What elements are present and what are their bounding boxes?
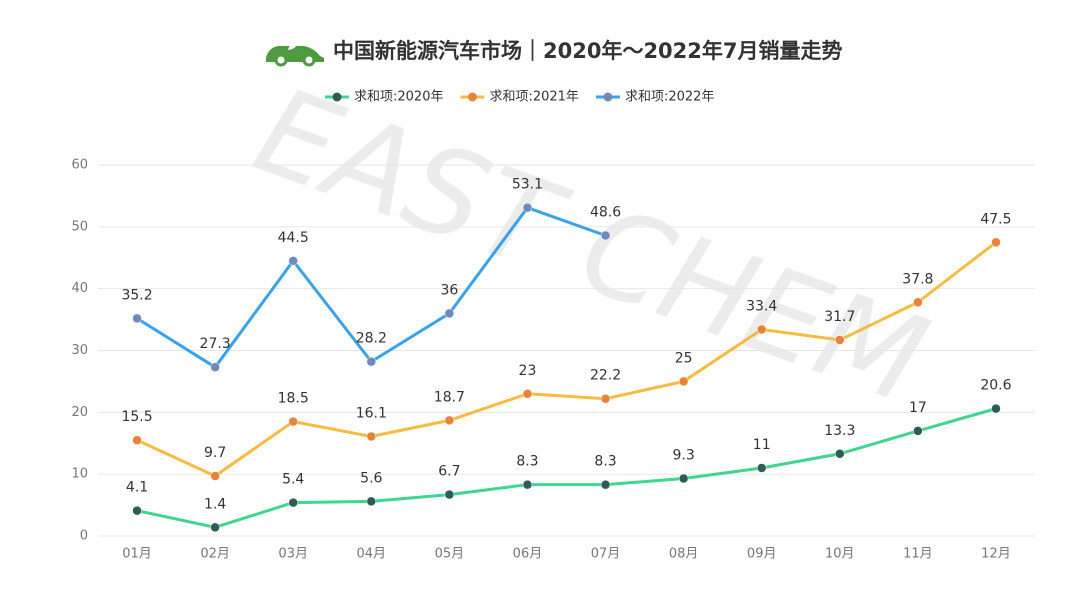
point xyxy=(288,497,298,508)
x-tick-label: 11月 xyxy=(903,547,933,562)
y-tick-label: 60 xyxy=(71,158,88,173)
data-label: 31.7 xyxy=(824,309,855,325)
data-label: 48.6 xyxy=(590,204,621,220)
data-label: 11 xyxy=(753,437,771,453)
data-label: 27.3 xyxy=(200,336,231,352)
data-label: 9.7 xyxy=(204,445,226,461)
point xyxy=(210,362,220,372)
point xyxy=(678,473,689,484)
legend-marker xyxy=(603,92,613,102)
point xyxy=(991,403,1001,414)
data-label: 53.1 xyxy=(512,177,543,193)
point xyxy=(522,479,533,490)
point xyxy=(600,393,611,404)
series-line xyxy=(136,407,997,529)
data-label: 20.6 xyxy=(980,378,1011,394)
data-label: 17 xyxy=(909,400,927,416)
logo xyxy=(266,41,324,67)
point xyxy=(366,431,377,442)
data-label: 25 xyxy=(675,350,693,366)
point xyxy=(756,324,767,335)
point xyxy=(366,356,377,367)
data-label: 16.1 xyxy=(356,405,387,421)
y-tick-label: 10 xyxy=(71,467,88,482)
y-tick-label: 30 xyxy=(71,343,88,358)
point xyxy=(366,496,377,507)
x-tick-label: 12月 xyxy=(981,547,1011,562)
y-tick-label: 20 xyxy=(71,405,88,420)
legend-marker xyxy=(332,92,342,102)
data-label: 28.2 xyxy=(356,331,387,347)
data-label: 4.1 xyxy=(126,480,148,496)
data-label: 18.7 xyxy=(434,389,465,405)
data-label: 47.5 xyxy=(980,211,1011,227)
x-tick-label: 05月 xyxy=(435,547,465,562)
x-tick-label: 08月 xyxy=(669,547,699,562)
point xyxy=(288,416,298,427)
point xyxy=(444,308,455,319)
point xyxy=(132,313,142,324)
point xyxy=(835,335,845,345)
x-tick-label: 01月 xyxy=(122,547,152,562)
data-label: 22.2 xyxy=(590,368,621,384)
data-label: 37.8 xyxy=(902,271,933,287)
data-label: 15.5 xyxy=(121,409,152,425)
point xyxy=(678,376,689,387)
x-tick-label: 06月 xyxy=(513,547,543,562)
y-tick-label: 0 xyxy=(80,529,88,544)
point xyxy=(835,449,845,459)
data-label: 18.5 xyxy=(278,391,309,407)
data-label: 8.3 xyxy=(594,454,616,470)
x-tick-label: 03月 xyxy=(278,547,308,562)
point xyxy=(756,463,767,473)
legend-label: 求和项:2022年 xyxy=(625,90,714,105)
data-label: 5.6 xyxy=(360,470,382,486)
point xyxy=(600,230,611,241)
x-tick-label: 10月 xyxy=(825,547,855,562)
point xyxy=(288,256,298,266)
legend-marker xyxy=(467,92,477,102)
x-tick-label: 09月 xyxy=(747,547,777,562)
chart-title: 中国新能源汽车市场｜2020年～2022年7月销量走势 xyxy=(333,39,843,63)
legend-label: 求和项:2020年 xyxy=(354,90,443,105)
data-label: 44.5 xyxy=(278,230,309,246)
point xyxy=(600,479,611,490)
data-label: 33.4 xyxy=(746,298,777,314)
point xyxy=(132,435,142,445)
x-tick-label: 04月 xyxy=(357,547,387,562)
data-label: 1.4 xyxy=(204,496,226,512)
point xyxy=(444,415,455,426)
point xyxy=(522,389,533,399)
data-label: 35.2 xyxy=(121,287,152,303)
x-tick-label: 07月 xyxy=(591,547,621,562)
x-tick-label: 02月 xyxy=(200,547,230,562)
data-label: 5.4 xyxy=(282,472,304,488)
point xyxy=(444,489,455,500)
y-tick-label: 40 xyxy=(71,281,88,296)
point xyxy=(210,471,220,481)
data-label: 36 xyxy=(440,282,458,298)
point xyxy=(913,426,923,436)
data-label: 8.3 xyxy=(516,454,538,470)
point xyxy=(991,237,1001,248)
data-label: 13.3 xyxy=(824,423,855,439)
point xyxy=(210,522,220,533)
series-line xyxy=(136,241,997,478)
point xyxy=(132,505,142,516)
point xyxy=(522,202,533,213)
y-tick-label: 50 xyxy=(71,219,88,234)
data-label: 9.3 xyxy=(672,447,694,463)
data-label: 6.7 xyxy=(438,464,460,480)
data-label: 23 xyxy=(519,363,537,379)
point xyxy=(913,297,923,308)
legend-label: 求和项:2021年 xyxy=(489,90,578,105)
